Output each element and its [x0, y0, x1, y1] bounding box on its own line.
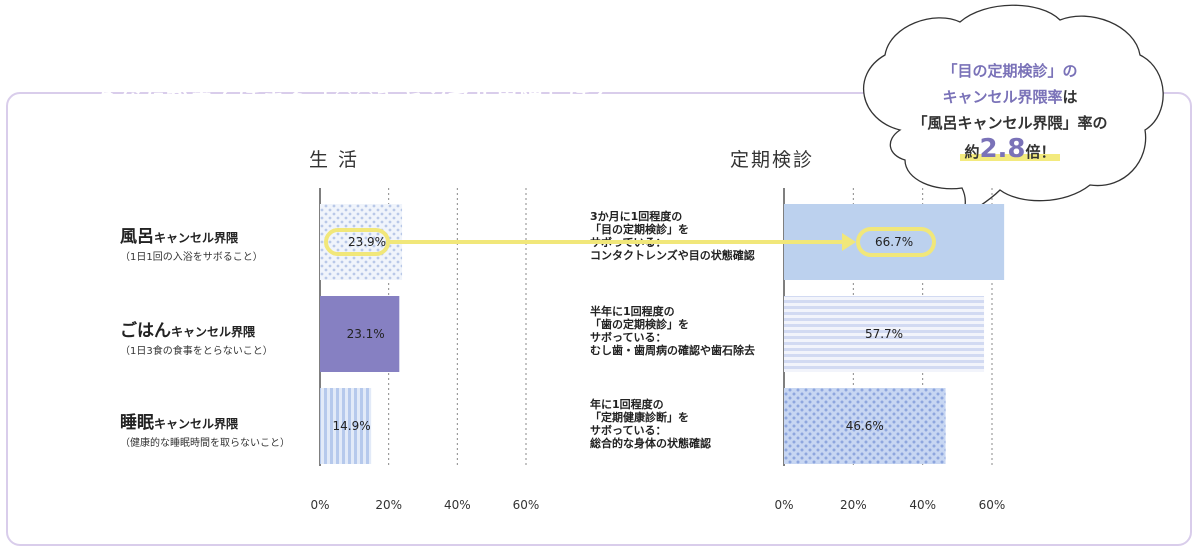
highlight-ring-left: [324, 228, 390, 256]
bubble-line-3: 「風呂キャンセル界隈」率の: [912, 114, 1108, 132]
content-frame: [6, 92, 1192, 546]
speech-bubble: [862, 4, 1164, 223]
category-label-sleep: 睡眠キャンセル界隈: [120, 413, 239, 433]
right-chart-title: 定期検診: [729, 148, 814, 171]
bubble-text: 「目の定期検診」の キャンセル界隈率は 「風呂キャンセル界隈」率の 約2.8倍！: [890, 58, 1130, 165]
left-bar-value-label: 14.9%: [332, 419, 371, 433]
left-tick-label: 0%: [310, 498, 330, 512]
right-bar: [784, 388, 946, 464]
question-banner: あなたが当てはまる「○○キャンセル界隈」は？: [68, 70, 728, 118]
left-bar: [320, 388, 372, 464]
left-tick-label: 60%: [512, 498, 540, 512]
bubble-line-2: キャンセル界隈率は: [942, 88, 1078, 106]
category-note-sleep: （健康的な睡眠時間を取らないこと）: [120, 438, 290, 449]
left-bar-value-label: 23.9%: [347, 235, 387, 249]
left-tick-label: 40%: [443, 498, 471, 512]
right-chart-title-pill: 定期検診: [706, 140, 838, 176]
right-tick-label: 20%: [839, 498, 867, 512]
category-note-bath: （1日1回の入浴をサボること）: [120, 252, 263, 263]
right-bar-value-label: 66.7%: [875, 235, 914, 249]
right-bar-value-label: 46.6%: [845, 419, 884, 433]
bubble-line-1: 「目の定期検診」の: [942, 62, 1078, 80]
category-note-meal: （1日3食の食事をとらないこと）: [120, 346, 273, 357]
right-tick-label: 40%: [909, 498, 936, 512]
left-bar: [320, 296, 400, 372]
right-bar-value-label: 57.7%: [864, 327, 904, 341]
left-tick-label: 20%: [375, 498, 402, 512]
category-label-meal: ごはんキャンセル界隈: [120, 321, 256, 341]
left-chart-title-pill: 生 活: [286, 140, 382, 176]
left-bar-value-label: 23.1%: [346, 327, 385, 341]
category-label-bath: 風呂キャンセル界隈: [120, 227, 239, 247]
highlight-ring-right: [856, 227, 936, 257]
banner-title: あなたが当てはまる「○○キャンセル界隈」は？: [94, 84, 616, 110]
right-bar: [784, 296, 985, 372]
checkup-desc-dental: 半年に1回程度の 「歯の定期検診」を サボっている： むし歯・歯周病の確認や歯石…: [590, 305, 755, 357]
bubble-line-4: 約2.8倍！: [890, 136, 1130, 165]
checkup-desc-eye: 3か月に1回程度の 「目の定期検診」を サボっている： コンタクトレンズや目の状…: [590, 210, 755, 262]
comparison-arrow: [388, 233, 856, 251]
right-tick-label: 60%: [978, 498, 1006, 512]
checkup-desc-health: 年に1回程度の 「定期健康診断」を サボっている： 総合的な身体の状態確認: [590, 398, 711, 450]
right-tick-label: 0%: [774, 498, 794, 512]
left-chart-title: 生 活: [308, 148, 360, 171]
